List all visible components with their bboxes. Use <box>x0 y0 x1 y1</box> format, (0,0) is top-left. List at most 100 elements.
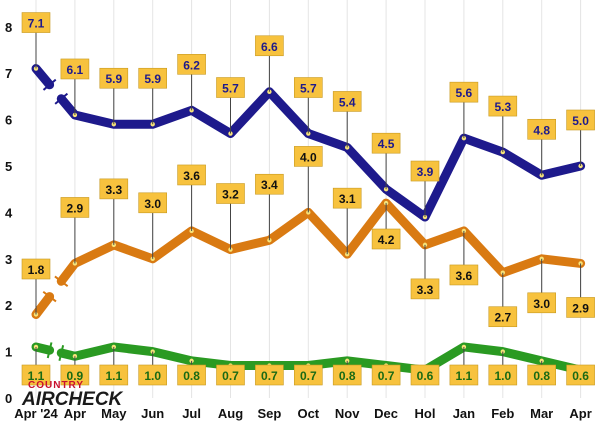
data-label: 3.3 <box>417 283 434 297</box>
y-tick-label: 1 <box>5 345 12 360</box>
series-line-segment <box>31 64 55 90</box>
data-label: 3.2 <box>222 188 239 202</box>
data-label: 3.0 <box>533 297 550 311</box>
data-label-box <box>332 364 362 386</box>
y-tick-label: 7 <box>5 66 12 81</box>
country-aircheck-logo: COUNTRY AIRCHECK <box>21 380 124 410</box>
data-label: 5.7 <box>222 82 239 96</box>
y-tick-label: 6 <box>5 113 12 128</box>
data-label-box <box>371 132 401 154</box>
data-label-box <box>371 364 401 386</box>
data-point <box>500 349 505 354</box>
data-label: 3.9 <box>417 165 434 179</box>
data-label-box <box>449 264 479 286</box>
data-label: 0.9 <box>67 369 84 383</box>
data-label-box <box>138 67 167 89</box>
data-label-box <box>488 306 518 328</box>
data-label: 6.6 <box>261 40 278 54</box>
data-label-box <box>488 95 518 117</box>
data-label-box <box>138 192 167 214</box>
data-label: 5.6 <box>456 86 473 100</box>
x-tick-label: Oct <box>297 406 319 421</box>
data-label-box <box>177 364 206 386</box>
y-tick-label: 0 <box>5 391 12 406</box>
x-tick-label: Jan <box>453 406 475 421</box>
data-label-box <box>138 364 167 386</box>
data-label: 3.6 <box>183 169 200 183</box>
data-label: 4.2 <box>378 233 395 247</box>
data-label: 1.1 <box>28 369 45 383</box>
data-label-box <box>99 364 129 386</box>
data-point <box>150 349 155 354</box>
data-label: 1.1 <box>456 369 473 383</box>
axis-break-mark <box>46 342 53 359</box>
y-tick-label: 4 <box>5 205 13 220</box>
data-label-box <box>255 173 284 195</box>
data-label-box <box>488 364 518 386</box>
data-label: 1.0 <box>494 369 511 383</box>
data-label-box <box>410 278 440 300</box>
data-label-box <box>255 364 284 386</box>
data-label: 0.7 <box>261 369 278 383</box>
data-label-box <box>566 297 595 318</box>
data-label-box <box>177 164 206 186</box>
data-label-box <box>21 364 51 386</box>
data-label-box <box>99 178 129 200</box>
x-tick-label: Jul <box>182 406 201 421</box>
data-point <box>150 122 155 127</box>
data-label-box <box>371 228 401 250</box>
data-label: 3.4 <box>261 178 278 192</box>
y-axis: 0 1 2 3 4 5 6 7 8 <box>5 20 13 406</box>
data-label-box <box>332 187 362 209</box>
data-point <box>33 344 39 350</box>
data-label: 5.3 <box>494 100 511 114</box>
data-label: 4.8 <box>533 123 550 137</box>
data-label: 0.8 <box>183 369 200 383</box>
data-label-box <box>410 160 440 182</box>
data-label: 2.7 <box>494 311 511 325</box>
data-label-box <box>527 292 557 314</box>
data-labels: 7.1 6.1 5.9 5.9 6.2 5.7 6.6 5.7 5.4 4.5 3.9 5.6 5.3 4… <box>21 12 595 386</box>
data-label: 1.8 <box>28 263 45 277</box>
data-label-box <box>216 183 245 204</box>
data-label: 0.6 <box>417 369 434 383</box>
data-label-box <box>177 54 206 75</box>
data-label: 1.1 <box>105 369 122 383</box>
data-label: 2.9 <box>67 201 84 215</box>
data-point <box>72 112 78 118</box>
data-label: 4.5 <box>378 137 395 151</box>
data-label-box <box>527 118 557 140</box>
x-tick-label: Apr <box>64 406 86 421</box>
series-line-segment <box>31 292 55 319</box>
logo-top-text: COUNTRY <box>28 380 84 391</box>
axis-break-mark <box>42 78 57 91</box>
data-label: 5.9 <box>105 72 122 86</box>
axis-break-mark <box>54 275 69 287</box>
data-label-box <box>566 364 595 386</box>
x-tick-label: Apr <box>569 406 591 421</box>
x-axis: Apr '24 Apr May Jun Jul Aug Sep Oct Nov Dec Hol Jan… <box>14 406 592 421</box>
data-label-box <box>332 91 362 112</box>
data-point <box>189 108 194 113</box>
data-label-box <box>293 146 323 167</box>
data-label: 4.0 <box>300 150 317 164</box>
data-label-box <box>216 364 245 386</box>
x-tick-label: Jun <box>141 406 164 421</box>
data-label: 5.9 <box>144 72 161 86</box>
x-tick-label: Aug <box>218 406 243 421</box>
data-label-box <box>527 364 557 386</box>
axis-break-mark <box>42 290 57 303</box>
data-label: 6.1 <box>67 63 84 77</box>
y-tick-label: 8 <box>5 20 12 35</box>
data-point <box>500 270 505 275</box>
data-label: 7.1 <box>28 17 45 31</box>
data-label: 3.1 <box>339 192 356 206</box>
logo-bottom-text: AIRCHECK <box>21 389 124 410</box>
data-label: 0.7 <box>378 369 395 383</box>
data-label: 0.8 <box>339 369 356 383</box>
data-label: 3.6 <box>456 269 473 283</box>
x-tick-label: Hol <box>415 406 436 421</box>
y-tick-label: 2 <box>5 298 12 313</box>
x-tick-label: Nov <box>335 406 360 421</box>
